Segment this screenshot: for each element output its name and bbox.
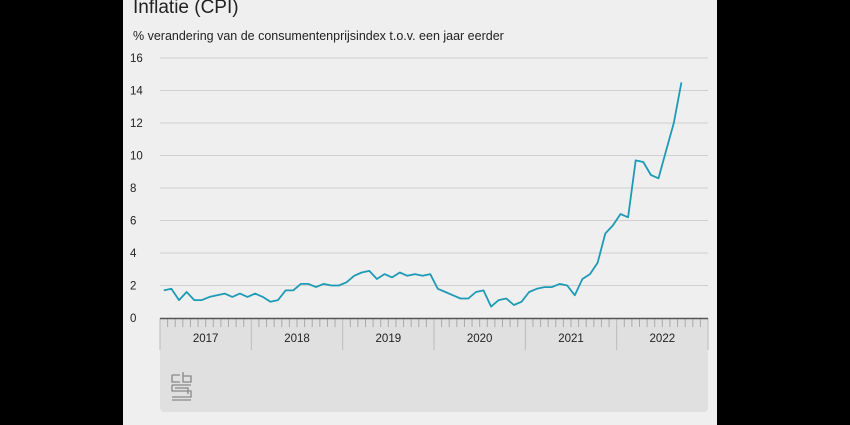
chart-title: Inflatie (CPI): [133, 0, 239, 18]
x-tick-label: 2018: [284, 333, 310, 345]
x-tick-label: 2019: [376, 333, 402, 345]
cbs-logo: [171, 372, 192, 401]
y-tick-label: 6: [130, 216, 136, 228]
y-tick-label: 4: [130, 248, 137, 260]
line-chart: 0 2 4 6 8 10 12 14 16 2017 2018 2019 2020 2021 2022: [130, 53, 709, 412]
y-tick-label: 14: [130, 86, 143, 98]
chart-subtitle: % verandering van de consumentenprijsind…: [133, 29, 504, 43]
y-tick-label: 0: [130, 313, 136, 325]
y-tick-label: 8: [130, 183, 136, 195]
y-tick-label: 10: [130, 151, 143, 163]
series-line: [163, 82, 683, 308]
x-tick-label: 2020: [467, 333, 493, 345]
x-tick-label: 2022: [650, 333, 676, 345]
y-tick-label: 2: [130, 281, 136, 293]
y-tick-label: 12: [130, 118, 143, 130]
chart-panel: Inflatie (CPI) % verandering van de cons…: [123, 0, 717, 425]
x-tick-label: 2021: [558, 333, 584, 345]
x-axis-band: [160, 318, 708, 412]
x-tick-label: 2017: [193, 333, 219, 345]
y-tick-label: 16: [130, 53, 143, 65]
